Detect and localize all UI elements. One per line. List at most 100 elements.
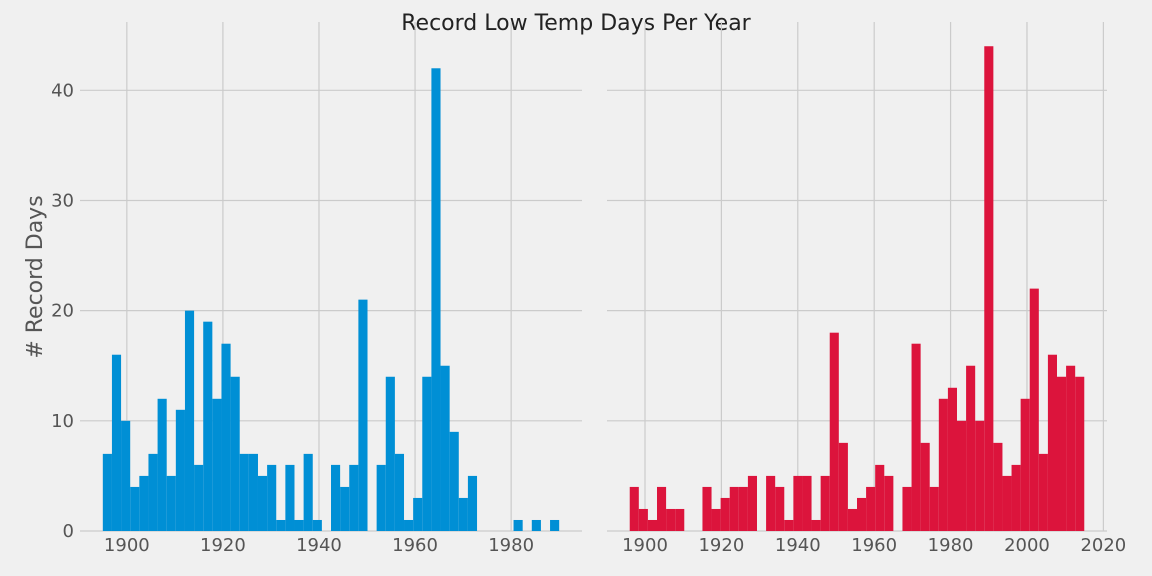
x-tick-label: 1980: [928, 535, 974, 556]
bar: [121, 420, 131, 531]
bar: [102, 453, 112, 531]
bar: [148, 453, 158, 531]
bar: [139, 475, 149, 531]
x-tick-label: 1920: [698, 535, 744, 556]
bar: [638, 508, 648, 531]
bar: [784, 519, 794, 531]
bar: [966, 365, 976, 531]
bar: [184, 310, 195, 531]
bar: [920, 442, 930, 531]
bar: [458, 497, 468, 531]
bar: [902, 486, 912, 531]
figure-title: Record Low Temp Days Per Year: [401, 11, 751, 36]
bar: [720, 497, 730, 531]
bar: [212, 398, 222, 531]
bar: [993, 442, 1003, 531]
bar: [938, 398, 948, 531]
y-axis-label: # Record Days: [23, 195, 48, 358]
bar: [866, 486, 876, 531]
x-tick-label: 2020: [1080, 535, 1126, 556]
bar: [984, 46, 994, 531]
bar: [975, 420, 985, 531]
x-tick-label: 1900: [104, 535, 150, 556]
x-tick-label: 1960: [392, 535, 438, 556]
bar: [657, 486, 667, 531]
bar: [829, 332, 839, 531]
bar: [957, 420, 967, 531]
bar: [747, 475, 757, 531]
bar: [666, 508, 676, 531]
bar: [285, 464, 295, 531]
bar: [111, 354, 122, 531]
bar: [248, 453, 258, 531]
y-tick-label: 10: [51, 411, 74, 432]
bar: [431, 68, 441, 531]
x-tick-label: 1960: [851, 535, 897, 556]
bar: [413, 497, 423, 531]
bar: [1038, 453, 1048, 531]
bar: [340, 486, 350, 531]
bar: [166, 475, 176, 531]
bar: [239, 453, 249, 531]
bar: [394, 453, 405, 531]
bar: [358, 299, 368, 531]
bar: [947, 387, 957, 531]
bar: [802, 475, 812, 531]
x-tick-label: 1920: [200, 535, 246, 556]
bar: [884, 475, 894, 531]
y-tick-label: 40: [51, 80, 74, 101]
x-tick-label: 1900: [622, 535, 668, 556]
bar: [312, 519, 322, 531]
bar: [175, 409, 185, 531]
bar: [875, 464, 885, 531]
bar: [1029, 288, 1039, 531]
y-tick-label: 20: [51, 301, 74, 322]
y-tick-label: 0: [63, 521, 74, 542]
bar: [550, 519, 560, 531]
bar: [194, 464, 204, 531]
bar: [203, 321, 213, 531]
bar: [729, 486, 739, 531]
bar: [820, 475, 830, 531]
bar: [1057, 376, 1067, 531]
x-tick-label: 1940: [296, 535, 342, 556]
bar: [331, 464, 341, 531]
bar: [303, 453, 313, 531]
bar: [294, 519, 304, 531]
bar: [1011, 464, 1021, 531]
bar: [531, 519, 541, 531]
bar: [793, 475, 803, 531]
bar: [766, 475, 776, 531]
bar: [811, 519, 821, 531]
bar: [857, 497, 867, 531]
bar: [349, 464, 359, 531]
bar: [276, 519, 286, 531]
bar: [385, 376, 395, 531]
bar: [267, 464, 277, 531]
bar: [647, 519, 657, 531]
bar: [911, 343, 921, 531]
bar: [440, 365, 450, 531]
bar: [838, 442, 848, 531]
x-tick-label: 1980: [488, 535, 534, 556]
bar: [422, 376, 432, 531]
y-tick-label: 30: [51, 190, 74, 211]
bar: [629, 486, 639, 531]
bar: [1066, 365, 1076, 531]
bar: [376, 464, 386, 531]
x-tick-label: 2000: [1004, 535, 1050, 556]
bar: [775, 486, 785, 531]
bar: [738, 486, 748, 531]
bar: [130, 486, 140, 531]
bar: [157, 398, 167, 531]
bar: [1075, 376, 1085, 531]
bar: [1020, 398, 1030, 531]
bar: [230, 376, 240, 531]
bar: [221, 343, 231, 531]
bar: [467, 475, 478, 531]
bar: [929, 486, 939, 531]
bar: [702, 486, 712, 531]
bar: [449, 431, 459, 531]
